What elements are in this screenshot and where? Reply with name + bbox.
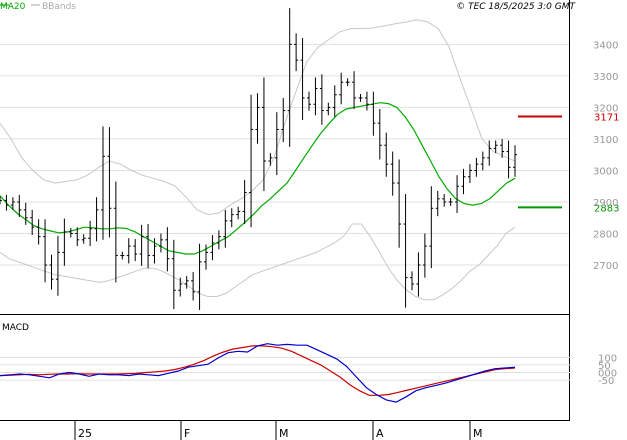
price-bars	[0, 8, 517, 310]
price-levels: 3171 2883	[518, 113, 619, 214]
bband-line	[0, 19, 516, 216]
price-tick-label: 3400	[593, 40, 618, 51]
ma20-path	[0, 102, 516, 255]
price-grid	[0, 43, 570, 266]
x-axis: 25 F M A M	[74, 420, 483, 440]
macd-line	[0, 343, 516, 403]
x-tick-label: A	[376, 427, 384, 440]
price-tick-label: 3100	[593, 135, 618, 146]
macd-tick-label: 000	[598, 369, 617, 380]
price-tick-label: 2900	[593, 198, 618, 209]
macd-tick-label: 50	[598, 361, 611, 372]
macd-grid	[0, 356, 570, 381]
bbands-legend-label: BBands	[42, 2, 76, 12]
price-tick-label: 2800	[593, 230, 618, 241]
x-tick-label: F	[184, 427, 190, 440]
macd-tick-label: 100	[598, 353, 617, 364]
signal-line	[0, 345, 516, 396]
price-level-label: 3171	[594, 113, 619, 124]
price-panel: 3171 2883 3400 3300 3200 3100 3000 2900 2800 270…	[0, 0, 619, 420]
x-tick-label: M	[473, 427, 483, 440]
price-tick-label: 3200	[593, 103, 618, 114]
copyright-label: © TEC 18/5/2025 3:0 GMT	[456, 2, 576, 12]
x-tick-label: 25	[78, 427, 92, 440]
ma20-line	[0, 102, 516, 255]
price-frame	[1, 1, 570, 314]
price-level-label: 2883	[594, 203, 619, 214]
macd-lines	[0, 343, 516, 403]
bollinger-bands	[0, 19, 516, 301]
price-tick-label: 3300	[593, 72, 618, 83]
price-tick-label: 2700	[593, 261, 618, 272]
macd-title: MACD	[2, 323, 29, 333]
price-axis: 3400 3300 3200 3100 3000 2900 2800 2700	[593, 40, 618, 272]
macd-tick-label: -50	[598, 376, 614, 387]
price-tick-label: 3000	[593, 166, 618, 177]
chart-header: MA20 BBands © TEC 18/5/2025 3:0 GMT	[0, 2, 577, 12]
x-tick-label: M	[279, 427, 289, 440]
bband-line	[0, 223, 516, 301]
ma20-legend-label: MA20	[0, 2, 26, 12]
